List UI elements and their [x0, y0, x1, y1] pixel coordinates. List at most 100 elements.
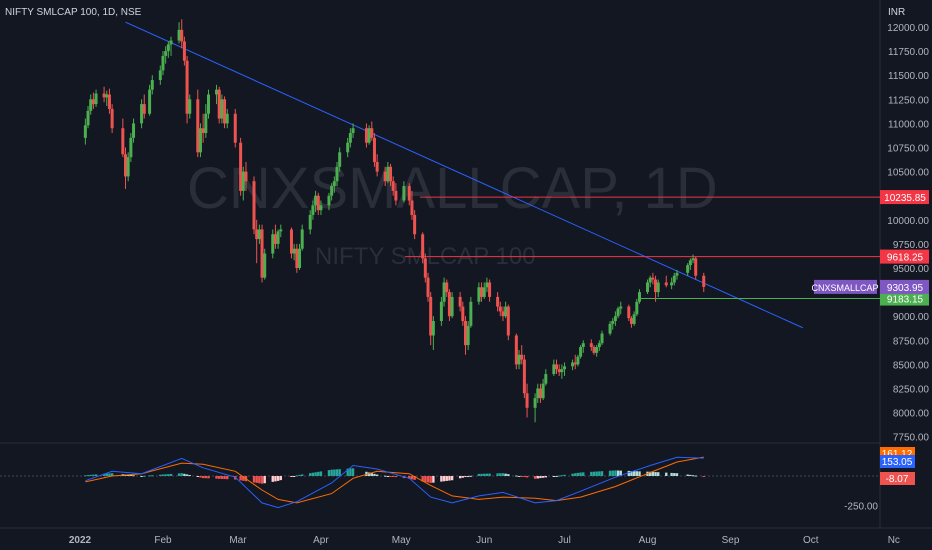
x-tick-label: Aug: [639, 535, 657, 546]
candle-body: [533, 398, 537, 408]
candle-body: [616, 308, 620, 317]
candle-body: [161, 55, 165, 71]
candle-body: [83, 125, 87, 138]
candle-body: [579, 347, 583, 357]
macd-histogram-bar: [686, 474, 689, 476]
candle-body: [348, 133, 352, 143]
last-price-label: 9303.95: [887, 283, 924, 294]
macd-histogram-bar: [557, 475, 561, 477]
candle-body: [522, 359, 526, 394]
candle-body: [694, 258, 698, 276]
candle-body: [480, 287, 484, 297]
candle-body: [233, 113, 237, 143]
macd-histogram-bar: [582, 472, 585, 476]
candle-body: [308, 214, 312, 230]
macd-histogram-bar: [258, 476, 261, 484]
candle-body: [410, 200, 414, 215]
candle-body: [691, 258, 695, 261]
macd-histogram-bar: [469, 475, 473, 477]
macd-histogram-bar: [279, 476, 282, 481]
y-tick-label: 8750.00: [893, 336, 930, 347]
macd-histogram-bar: [673, 473, 676, 476]
candle-body: [330, 186, 334, 196]
macd-histogram-bar: [691, 475, 695, 477]
macd-histogram-bar: [480, 473, 483, 476]
candle-body: [257, 229, 261, 240]
macd-histogram-bar: [424, 476, 427, 482]
candle-body: [220, 99, 224, 119]
y-tick-label: 11250.00: [888, 95, 929, 106]
candle-body: [488, 282, 492, 297]
macd-histogram-bar: [464, 476, 467, 478]
candle-body: [300, 229, 304, 249]
symbol-label: CNXSMALLCAP: [811, 283, 878, 293]
y-tick-label: 10000.00: [887, 216, 929, 227]
candle-body: [367, 128, 371, 143]
macd-histogram-bar: [263, 476, 266, 484]
macd-signal-line: [85, 456, 704, 504]
macd-histogram-bar: [485, 473, 489, 476]
macd-histogram-bar: [638, 471, 641, 476]
macd-histogram-bar: [161, 474, 165, 476]
candle-body: [563, 366, 567, 370]
macd-value-label: 161.12: [882, 449, 913, 460]
macd-histogram-bar: [164, 474, 167, 476]
macd-histogram-bar: [590, 471, 593, 476]
candle-body: [597, 343, 601, 348]
macd-histogram-bar: [507, 474, 510, 476]
macd-histogram-bar: [383, 475, 387, 477]
candle-body: [316, 195, 320, 211]
macd-histogram-bar: [614, 470, 617, 476]
candle-body: [635, 301, 639, 315]
macd-histogram-bar: [488, 473, 491, 476]
candle-body: [252, 181, 256, 230]
macd-histogram-bar: [517, 476, 521, 477]
candle-body: [560, 369, 564, 373]
macd-histogram-bar: [611, 470, 614, 476]
macd-histogram-bar: [169, 473, 173, 476]
macd-histogram-bar: [226, 476, 229, 480]
macd-histogram-bar: [627, 470, 630, 476]
macd-histogram-bar: [143, 475, 146, 477]
macd-histogram-bar: [94, 474, 98, 476]
macd-histogram-bar: [335, 469, 339, 476]
candle-body: [498, 306, 502, 312]
candle-body: [271, 234, 275, 254]
candle-body: [223, 99, 227, 124]
candle-body: [279, 229, 283, 232]
macd-line: [85, 456, 704, 509]
candle-body: [346, 142, 350, 153]
candle-body: [110, 108, 114, 129]
macd-histogram-bar: [140, 476, 143, 477]
candle-body: [148, 89, 152, 114]
macd-histogram-bar: [367, 472, 371, 476]
candle-body: [105, 94, 109, 98]
candle-body: [501, 311, 505, 317]
candle-body: [217, 89, 221, 119]
candle-body: [648, 277, 652, 283]
candle-body: [538, 388, 542, 399]
macd-histogram-bar: [432, 476, 435, 483]
candle-body: [431, 321, 435, 336]
candle-body: [327, 195, 331, 206]
macd-histogram-bar: [338, 469, 341, 476]
candle-body: [552, 364, 556, 375]
y-tick-label: 11750.00: [888, 47, 929, 58]
candle-body: [461, 306, 465, 322]
candle-body: [466, 325, 470, 346]
macd-histogram-bar: [574, 473, 577, 476]
macd-histogram-bar: [351, 468, 355, 476]
macd-histogram-bar: [392, 476, 395, 477]
candle-body: [536, 388, 540, 399]
level-label-box: [880, 190, 929, 205]
macd-histogram-bar: [108, 473, 111, 476]
macd-histogram-bar: [571, 473, 574, 476]
candle-body: [656, 282, 660, 293]
x-tick-label: Nc: [888, 535, 900, 546]
candle-body: [89, 99, 93, 111]
macd-histogram-bar: [576, 472, 580, 476]
macd-histogram-bar: [555, 476, 558, 477]
macd-histogram-bar: [635, 471, 639, 476]
macd-histogram-bar: [159, 474, 162, 476]
